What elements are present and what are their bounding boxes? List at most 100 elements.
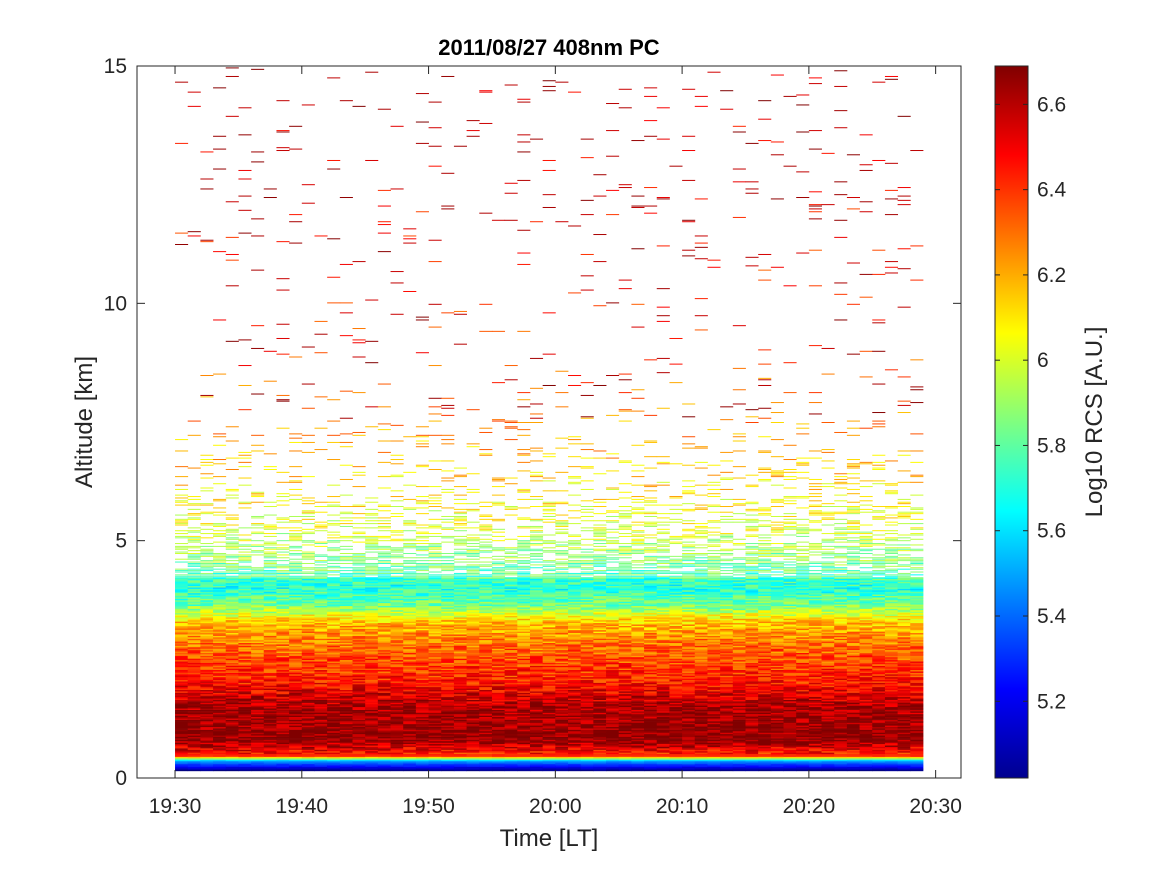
heatmap-cell xyxy=(352,768,366,770)
heatmap-cell xyxy=(441,709,455,712)
heatmap-cell xyxy=(175,684,189,686)
heatmap-cell xyxy=(327,558,341,560)
heatmap-cell xyxy=(339,625,353,628)
heatmap-cell xyxy=(365,718,379,720)
heatmap-cell xyxy=(365,538,379,540)
heatmap-cell xyxy=(390,424,404,426)
heatmap-cell xyxy=(187,701,201,703)
heatmap-cell xyxy=(441,705,455,708)
heatmap-cell xyxy=(428,664,442,666)
heatmap-cell xyxy=(276,471,290,473)
heatmap-cell xyxy=(415,641,429,644)
heatmap-cell xyxy=(491,733,506,736)
heatmap-cell xyxy=(352,581,366,584)
heatmap-cell xyxy=(491,531,506,533)
heatmap-cell xyxy=(187,765,201,767)
heatmap-cell xyxy=(403,716,417,719)
heatmap-cell xyxy=(415,745,429,747)
heatmap-cell xyxy=(403,645,417,648)
heatmap-cell xyxy=(301,665,315,668)
heatmap-cell xyxy=(415,695,429,698)
heatmap-cell xyxy=(403,735,417,737)
heatmap-cell xyxy=(187,731,201,733)
heatmap-cell xyxy=(251,634,265,636)
heatmap-cell xyxy=(415,496,429,498)
heatmap-cell xyxy=(327,654,341,656)
heatmap-cell xyxy=(453,733,467,736)
heatmap-cell xyxy=(276,540,290,542)
heatmap-cell xyxy=(289,765,303,767)
heatmap-cell xyxy=(352,356,366,358)
heatmap-cell xyxy=(441,621,455,624)
heatmap-cell xyxy=(238,585,252,588)
heatmap-cell xyxy=(301,592,315,595)
heatmap-cell xyxy=(238,752,252,755)
heatmap-cell xyxy=(339,686,353,689)
heatmap-cell xyxy=(187,618,201,621)
heatmap-cell xyxy=(187,504,201,506)
heatmap-cell xyxy=(453,467,467,469)
heatmap-cell xyxy=(339,607,353,609)
heatmap-cell xyxy=(225,545,239,547)
heatmap-cell xyxy=(339,769,353,772)
heatmap-cell xyxy=(200,564,214,566)
heatmap-cell xyxy=(441,642,455,645)
heatmap-cell xyxy=(529,722,544,725)
heatmap-cell xyxy=(200,511,214,513)
heatmap-cell xyxy=(517,760,531,763)
heatmap-cell xyxy=(466,712,480,715)
heatmap-cell xyxy=(491,759,506,762)
heatmap-cell xyxy=(453,656,467,659)
heatmap-cell xyxy=(491,503,506,505)
heatmap-cell xyxy=(529,708,544,710)
heatmap-cell xyxy=(517,541,531,543)
heatmap-cell xyxy=(365,696,379,699)
heatmap-cell xyxy=(453,343,467,345)
heatmap-cell xyxy=(187,719,201,722)
heatmap-cell xyxy=(352,688,366,691)
heatmap-cell xyxy=(479,665,493,668)
heatmap-cell xyxy=(415,617,429,619)
heatmap-cell xyxy=(428,544,442,546)
heatmap-cell xyxy=(441,397,455,399)
heatmap-cell xyxy=(377,224,391,226)
heatmap-cell xyxy=(415,664,429,666)
heatmap-cell xyxy=(263,723,277,726)
heatmap-cell xyxy=(466,752,480,755)
heatmap-cell xyxy=(428,698,442,700)
heatmap-cell xyxy=(238,612,252,615)
heatmap-cell xyxy=(175,604,189,606)
heatmap-cell xyxy=(225,604,239,606)
heatmap-cell xyxy=(238,571,252,573)
heatmap-cell xyxy=(441,592,455,595)
heatmap-cell xyxy=(466,609,480,612)
heatmap-cell xyxy=(517,766,531,769)
heatmap-cell xyxy=(238,574,252,576)
heatmap-cell xyxy=(200,545,214,547)
heatmap-cell xyxy=(327,671,341,673)
heatmap-cell xyxy=(200,703,214,706)
heatmap-cell xyxy=(175,648,189,651)
heatmap-cell xyxy=(403,585,417,588)
heatmap-cell xyxy=(441,205,455,207)
heatmap-cell xyxy=(289,618,303,621)
heatmap-cell xyxy=(352,486,366,488)
heatmap-cell xyxy=(327,756,341,759)
heatmap-cell xyxy=(175,598,189,601)
heatmap-cell xyxy=(428,678,442,681)
heatmap-cell xyxy=(529,728,544,730)
heatmap-cell xyxy=(390,612,404,615)
heatmap-cell xyxy=(225,642,239,645)
heatmap-cell xyxy=(263,574,277,576)
heatmap-cell xyxy=(289,125,303,127)
heatmap-cell xyxy=(213,760,227,763)
heatmap-cell xyxy=(213,524,227,526)
heatmap-cell xyxy=(301,706,315,709)
heatmap-cell xyxy=(466,763,480,766)
heatmap-cell xyxy=(466,641,480,644)
heatmap-cell xyxy=(225,728,239,730)
heatmap-cell xyxy=(213,631,227,634)
heatmap-cell xyxy=(339,581,353,584)
heatmap-cell xyxy=(504,514,518,516)
heatmap-cell xyxy=(187,715,201,718)
